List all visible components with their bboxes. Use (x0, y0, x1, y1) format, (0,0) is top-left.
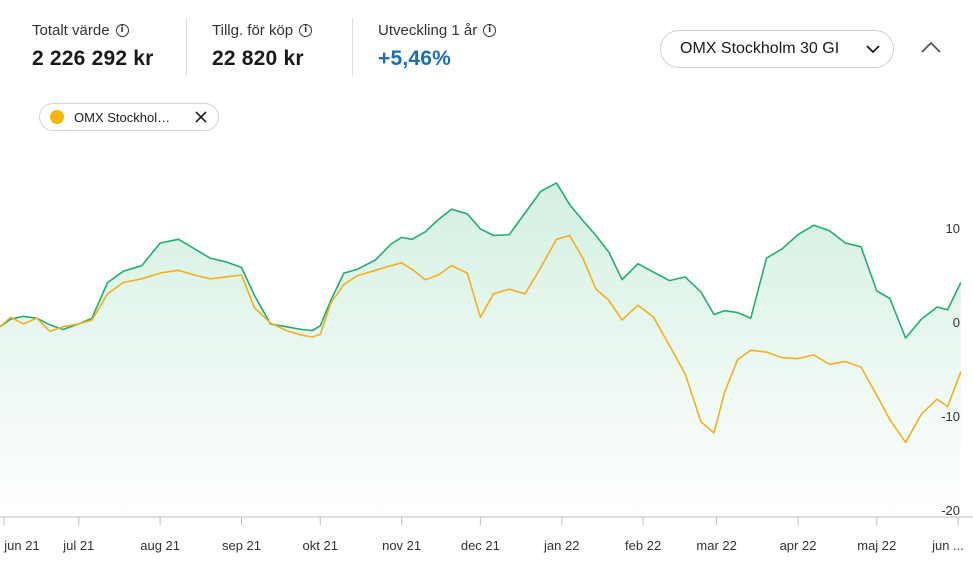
index-select[interactable]: OMX Stockholm 30 GI (660, 30, 894, 68)
chevron-up-icon[interactable] (918, 38, 944, 58)
kpi-divider (186, 18, 187, 76)
info-icon[interactable]: i (483, 24, 497, 37)
total-value-kpi: Totalt värde i 2 226 292 kr (32, 22, 154, 71)
comparison-chip[interactable]: OMX Stockhol… (39, 103, 219, 131)
growth-value: +5,46% (378, 47, 452, 70)
portfolio-area (0, 182, 961, 517)
y-tick-label: -10 (941, 409, 960, 424)
x-tick-label: apr 22 (780, 538, 817, 553)
x-tick-label: jun 21 (3, 538, 39, 553)
kpi-divider (352, 18, 353, 76)
portfolio-line (0, 182, 962, 339)
chip-label: OMX Stockhol… (74, 109, 171, 125)
growth-label: Utveckling 1 år (378, 22, 478, 39)
series-color-dot (50, 110, 64, 124)
x-tick-label: mar 22 (696, 538, 736, 553)
x-tick-label: feb 22 (625, 538, 661, 553)
x-tick-label: jan 22 (543, 538, 579, 553)
x-tick-label: dec 21 (461, 538, 500, 553)
x-tick-label: nov 21 (382, 538, 421, 553)
x-tick-label: jun ... (931, 538, 964, 553)
info-icon[interactable]: i (115, 24, 129, 37)
y-tick-label: -20 (941, 503, 960, 518)
chevron-down-icon (866, 45, 880, 54)
info-icon[interactable]: i (299, 24, 313, 37)
growth-kpi: Utveckling 1 år i +5,46% (378, 22, 497, 71)
y-tick-label: 10 (946, 221, 960, 236)
x-tick-label: okt 21 (303, 538, 338, 553)
x-tick-label: sep 21 (222, 538, 261, 553)
available-label: Tillg. för köp (212, 22, 294, 39)
available-kpi: Tillg. för köp i 22 820 kr (212, 22, 313, 71)
index-line (0, 234, 962, 444)
close-icon[interactable] (194, 110, 208, 124)
x-tick-label: aug 21 (140, 538, 180, 553)
total-value-label: Totalt värde (32, 22, 110, 39)
available-value: 22 820 kr (212, 47, 304, 70)
x-tick-label: maj 22 (857, 538, 896, 553)
x-tick-label: jul 21 (62, 538, 94, 553)
y-tick-label: 0 (953, 315, 960, 330)
index-select-value: OMX Stockholm 30 GI (680, 40, 840, 57)
total-value: 2 226 292 kr (32, 47, 154, 70)
